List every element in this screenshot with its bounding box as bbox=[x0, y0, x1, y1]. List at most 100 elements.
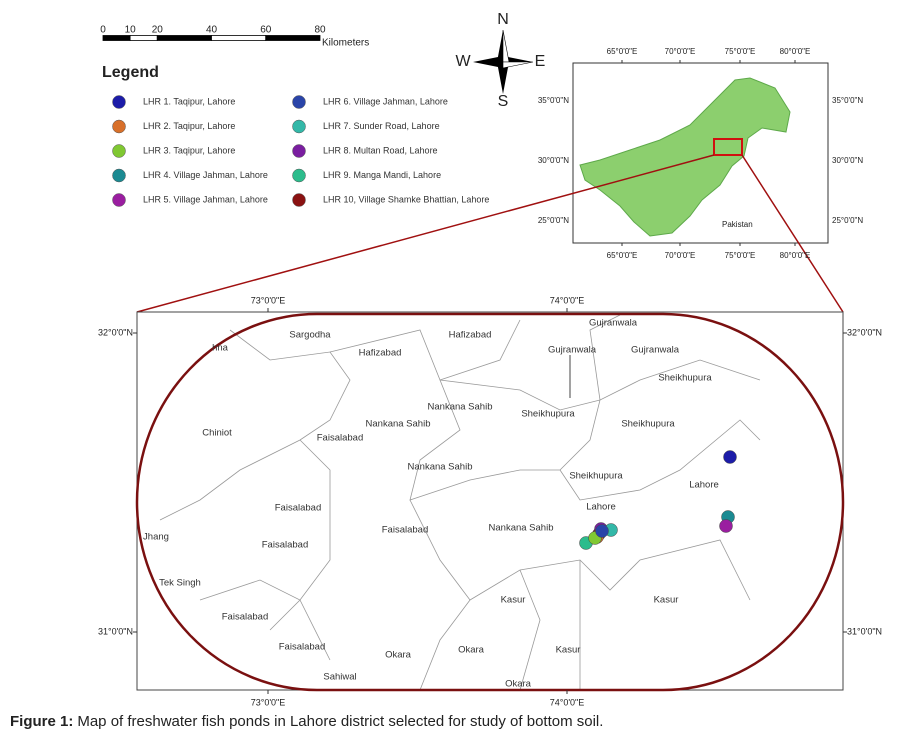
inset-x-label: 65°0'0"E bbox=[607, 251, 638, 260]
place-label: Tek Singh bbox=[159, 578, 201, 589]
place-label: Okara bbox=[458, 645, 485, 656]
inset-x-label: 75°0'0"E bbox=[725, 47, 756, 56]
legend-marker bbox=[112, 168, 126, 183]
place-label: Faisalabad bbox=[222, 612, 268, 623]
legend-marker bbox=[112, 144, 126, 158]
inset-x-label: 70°0'0"E bbox=[665, 251, 696, 260]
inset-x-label: 70°0'0"E bbox=[665, 47, 696, 56]
place-label: Nankana Sahib bbox=[489, 523, 554, 534]
scale-unit: Kilometers bbox=[322, 38, 369, 49]
scale-label: 20 bbox=[152, 25, 164, 36]
map-x-label: 73°0'0"E bbox=[251, 697, 286, 707]
place-label: Sheikhupura bbox=[521, 409, 575, 420]
legend-marker bbox=[112, 119, 126, 134]
scale-label: 80 bbox=[314, 25, 326, 36]
place-label: Faisalabad bbox=[279, 642, 325, 653]
map-y-label: 32°0'0"N bbox=[847, 327, 882, 337]
scale-label: 60 bbox=[260, 25, 272, 36]
place-label: Faisalabad bbox=[382, 525, 428, 536]
scale-segment bbox=[265, 35, 321, 41]
caption-label: Figure 1: bbox=[10, 713, 73, 730]
place-label: hna bbox=[212, 343, 229, 354]
inset-y-label: 30°0'0"N bbox=[832, 156, 863, 165]
pond-point bbox=[595, 524, 609, 538]
place-label: Gujranwala bbox=[631, 345, 680, 356]
place-label: Chiniot bbox=[202, 428, 232, 439]
map-y-label: 31°0'0"N bbox=[98, 626, 133, 636]
scale-label: 0 bbox=[100, 25, 106, 36]
place-label: Sahiwal bbox=[323, 672, 356, 683]
country-label: Pakistan bbox=[722, 220, 753, 229]
map-x-label: 74°0'0"E bbox=[550, 295, 585, 305]
legend-label: LHR 8. Multan Road, Lahore bbox=[323, 145, 438, 155]
legend-marker bbox=[292, 144, 306, 158]
legend-label: LHR 4. Village Jahman, Lahore bbox=[143, 170, 268, 180]
legend-label: LHR 5. Village Jahman, Lahore bbox=[143, 194, 268, 204]
place-label: Kasur bbox=[501, 595, 526, 606]
place-label: Faisalabad bbox=[262, 540, 308, 551]
map-y-label: 32°0'0"N bbox=[98, 327, 133, 337]
map-y-label: 31°0'0"N bbox=[847, 626, 882, 636]
legend-label: LHR 6. Village Jahman, Lahore bbox=[323, 96, 448, 106]
scale-label: 40 bbox=[206, 25, 218, 36]
legend-label: LHR 3. Taqipur, Lahore bbox=[143, 145, 235, 155]
place-label: Sheikhupura bbox=[658, 373, 712, 384]
map-x-label: 74°0'0"E bbox=[550, 697, 585, 707]
legend-label: LHR 1. Taqipur, Lahore bbox=[143, 96, 235, 106]
legend-title: Legend bbox=[102, 64, 159, 81]
legend-label: LHR 7. Sunder Road, Lahore bbox=[323, 121, 440, 131]
scale-segment bbox=[211, 35, 267, 41]
legend-marker bbox=[292, 193, 306, 207]
legend-label: LHR 10, Village Shamke Bhattian, Lahore bbox=[323, 194, 489, 204]
scale-segment bbox=[102, 35, 131, 41]
legend-marker bbox=[292, 95, 306, 109]
place-label: Hafizabad bbox=[359, 348, 402, 359]
pond-point bbox=[719, 519, 733, 533]
place-label: Kasur bbox=[556, 645, 581, 656]
place-label: Kasur bbox=[654, 595, 679, 606]
place-label: Sheikhupura bbox=[569, 471, 623, 482]
legend-marker bbox=[292, 119, 306, 134]
inset-x-label: 80°0'0"E bbox=[780, 251, 811, 260]
inset-x-label: 80°0'0"E bbox=[780, 47, 811, 56]
inset-y-label: 25°0'0"N bbox=[538, 216, 569, 225]
scale-segment bbox=[129, 35, 158, 41]
place-label: Lahore bbox=[689, 480, 719, 491]
place-label: Nankana Sahib bbox=[428, 402, 493, 413]
place-label: Lahore bbox=[586, 502, 616, 513]
place-label: Nankana Sahib bbox=[366, 419, 431, 430]
pakistan-shape bbox=[579, 77, 791, 237]
compass-n: N bbox=[497, 11, 509, 28]
north-arrow bbox=[473, 29, 534, 94]
scale-label: 10 bbox=[125, 25, 137, 36]
inset-y-label: 30°0'0"N bbox=[538, 156, 569, 165]
caption-text: Map of freshwater fish ponds in Lahore d… bbox=[77, 713, 603, 730]
legend-label: LHR 2. Taqipur, Lahore bbox=[143, 121, 235, 131]
legend-marker bbox=[112, 95, 126, 109]
place-label: Okara bbox=[505, 679, 532, 690]
legend-label: LHR 9. Manga Mandi, Lahore bbox=[323, 170, 441, 180]
connector-line bbox=[741, 154, 844, 313]
map-x-label: 73°0'0"E bbox=[251, 295, 286, 305]
inset-x-label: 75°0'0"E bbox=[725, 251, 756, 260]
district-borders bbox=[159, 314, 761, 691]
compass-w: W bbox=[455, 53, 471, 70]
compass-s: S bbox=[498, 93, 509, 110]
place-label: Jhang bbox=[143, 532, 169, 543]
pond-point bbox=[723, 450, 737, 464]
scale-segment bbox=[156, 35, 212, 41]
study-area-box bbox=[713, 138, 743, 156]
inset-y-label: 35°0'0"N bbox=[832, 96, 863, 105]
place-label: Gujranwala bbox=[548, 345, 597, 356]
place-label: Gujranwala bbox=[589, 318, 638, 329]
connector-line bbox=[136, 154, 715, 313]
place-label: Sargodha bbox=[289, 330, 331, 341]
place-label: Hafizabad bbox=[449, 330, 492, 341]
legend-marker bbox=[112, 193, 126, 207]
inset-y-label: 25°0'0"N bbox=[832, 216, 863, 225]
inset-x-label: 65°0'0"E bbox=[607, 47, 638, 56]
main-map-frame bbox=[136, 311, 844, 691]
